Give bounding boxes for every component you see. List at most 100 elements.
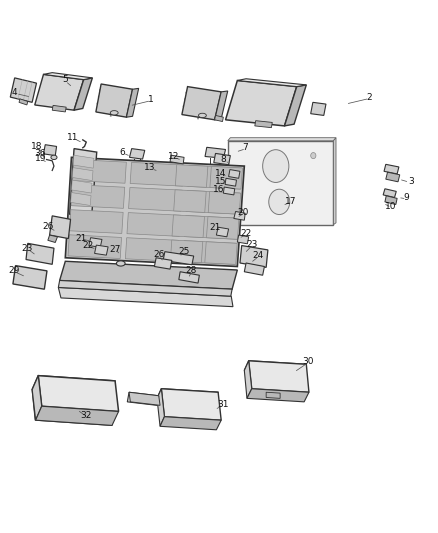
- Ellipse shape: [269, 189, 290, 215]
- Text: 2: 2: [367, 93, 372, 102]
- Polygon shape: [214, 154, 230, 165]
- Polygon shape: [216, 227, 229, 237]
- Text: 21: 21: [209, 223, 220, 232]
- Text: 20: 20: [238, 208, 249, 217]
- Text: 28: 28: [186, 266, 197, 275]
- Polygon shape: [11, 78, 36, 102]
- Polygon shape: [68, 235, 121, 259]
- Text: 26: 26: [42, 222, 53, 231]
- Text: 17: 17: [285, 197, 297, 206]
- Polygon shape: [163, 252, 194, 265]
- Text: 6: 6: [119, 148, 125, 157]
- Polygon shape: [244, 361, 252, 398]
- Text: 36: 36: [34, 149, 46, 158]
- Text: 23: 23: [21, 244, 32, 253]
- Polygon shape: [384, 164, 399, 174]
- Polygon shape: [205, 147, 226, 158]
- Polygon shape: [125, 238, 179, 262]
- Polygon shape: [183, 240, 237, 264]
- Polygon shape: [73, 159, 126, 183]
- Polygon shape: [172, 215, 205, 238]
- Polygon shape: [237, 79, 306, 87]
- Polygon shape: [333, 138, 336, 224]
- Polygon shape: [157, 389, 218, 402]
- Polygon shape: [127, 392, 159, 405]
- Text: 14: 14: [215, 168, 226, 177]
- Polygon shape: [182, 87, 221, 120]
- Text: 31: 31: [218, 400, 229, 408]
- Polygon shape: [174, 190, 206, 213]
- Polygon shape: [385, 196, 397, 205]
- Polygon shape: [71, 192, 91, 205]
- Text: 26: 26: [153, 250, 164, 259]
- Text: 21: 21: [75, 233, 86, 243]
- Polygon shape: [184, 215, 238, 239]
- Polygon shape: [228, 138, 336, 141]
- Polygon shape: [35, 406, 119, 425]
- Text: 3: 3: [408, 177, 414, 186]
- Polygon shape: [32, 376, 115, 395]
- Text: 25: 25: [178, 247, 190, 256]
- Polygon shape: [13, 265, 47, 289]
- Polygon shape: [70, 209, 123, 233]
- Text: 22: 22: [82, 241, 94, 251]
- Text: 23: 23: [246, 240, 258, 249]
- Polygon shape: [206, 216, 239, 239]
- Polygon shape: [170, 240, 203, 263]
- Polygon shape: [285, 85, 306, 126]
- Polygon shape: [386, 172, 400, 182]
- Polygon shape: [244, 263, 265, 275]
- Polygon shape: [186, 190, 240, 214]
- Text: 22: 22: [240, 229, 252, 238]
- Polygon shape: [58, 287, 233, 306]
- Polygon shape: [52, 106, 66, 112]
- Polygon shape: [266, 392, 280, 398]
- Polygon shape: [179, 272, 199, 283]
- Polygon shape: [160, 417, 221, 430]
- Ellipse shape: [198, 113, 206, 118]
- Polygon shape: [157, 389, 164, 426]
- Polygon shape: [95, 245, 108, 255]
- Polygon shape: [249, 361, 309, 392]
- Polygon shape: [129, 392, 160, 405]
- Polygon shape: [223, 187, 235, 195]
- Polygon shape: [127, 88, 139, 117]
- Polygon shape: [208, 191, 241, 214]
- Text: 29: 29: [8, 266, 19, 276]
- Polygon shape: [240, 246, 268, 268]
- Polygon shape: [255, 120, 272, 128]
- Polygon shape: [60, 261, 237, 289]
- Polygon shape: [130, 163, 184, 186]
- Polygon shape: [154, 258, 172, 269]
- Polygon shape: [127, 213, 180, 236]
- Polygon shape: [247, 389, 309, 402]
- Text: 18: 18: [31, 142, 42, 151]
- Text: 11: 11: [67, 133, 78, 142]
- Polygon shape: [71, 180, 92, 193]
- Text: 32: 32: [81, 411, 92, 421]
- Polygon shape: [215, 116, 223, 122]
- Text: 15: 15: [215, 177, 226, 186]
- Polygon shape: [32, 376, 42, 420]
- Polygon shape: [226, 80, 297, 126]
- Polygon shape: [234, 212, 245, 220]
- Polygon shape: [58, 280, 232, 296]
- Polygon shape: [49, 216, 71, 239]
- Text: 27: 27: [110, 245, 121, 254]
- Text: 24: 24: [253, 251, 264, 260]
- Ellipse shape: [117, 261, 125, 266]
- Polygon shape: [244, 361, 306, 374]
- Polygon shape: [65, 157, 244, 266]
- Polygon shape: [70, 149, 97, 217]
- Polygon shape: [72, 168, 93, 181]
- Polygon shape: [71, 184, 125, 208]
- Polygon shape: [89, 238, 102, 247]
- Polygon shape: [225, 179, 237, 186]
- Polygon shape: [38, 376, 119, 411]
- Polygon shape: [19, 99, 28, 105]
- Polygon shape: [215, 91, 228, 120]
- Polygon shape: [96, 84, 133, 117]
- Text: 12: 12: [167, 152, 179, 161]
- Polygon shape: [73, 155, 94, 168]
- Text: 9: 9: [404, 193, 410, 202]
